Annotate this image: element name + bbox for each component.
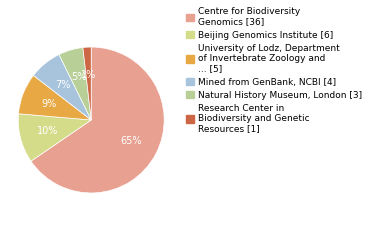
Text: 65%: 65% — [120, 136, 142, 146]
Text: 5%: 5% — [71, 72, 86, 82]
Wedge shape — [59, 48, 91, 120]
Legend: Centre for Biodiversity
Genomics [36], Beijing Genomics Institute [6], Universit: Centre for Biodiversity Genomics [36], B… — [183, 5, 365, 136]
Wedge shape — [19, 75, 91, 120]
Wedge shape — [18, 114, 91, 161]
Wedge shape — [83, 47, 91, 120]
Wedge shape — [31, 47, 164, 193]
Text: 9%: 9% — [41, 99, 57, 108]
Wedge shape — [33, 54, 91, 120]
Text: 7%: 7% — [55, 80, 70, 90]
Text: 10%: 10% — [37, 126, 58, 137]
Text: 1%: 1% — [81, 70, 96, 80]
